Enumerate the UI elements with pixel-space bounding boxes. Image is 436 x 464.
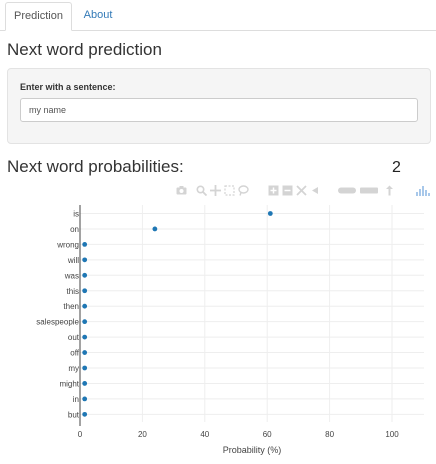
y-tick-label: is bbox=[73, 210, 79, 219]
data-point[interactable] bbox=[82, 319, 88, 325]
y-tick-label: salespeople bbox=[36, 318, 79, 327]
y-tick-label: might bbox=[59, 379, 79, 388]
box-select-icon[interactable] bbox=[224, 185, 235, 196]
zoom-out-icon[interactable] bbox=[282, 185, 293, 196]
x-axis-title: Probability (%) bbox=[223, 445, 282, 455]
data-point[interactable] bbox=[82, 381, 88, 386]
data-point[interactable] bbox=[267, 211, 273, 216]
pan-icon[interactable] bbox=[210, 185, 221, 196]
camera-icon[interactable] bbox=[176, 185, 187, 196]
page-title: Next word prediction bbox=[7, 40, 162, 59]
autoscale-icon[interactable] bbox=[296, 185, 307, 196]
data-point[interactable] bbox=[82, 365, 88, 371]
y-tick-label: my bbox=[68, 364, 79, 373]
y-tick-label: off bbox=[70, 349, 80, 358]
chart-points bbox=[82, 211, 273, 417]
data-point[interactable] bbox=[82, 396, 88, 402]
hover-compare-icon[interactable] bbox=[384, 185, 395, 196]
tab-bar: Prediction About bbox=[0, 0, 436, 31]
spike-lines-icon[interactable] bbox=[338, 185, 356, 196]
input-panel: Enter with a sentence: bbox=[7, 68, 431, 144]
x-tick-label: 80 bbox=[325, 430, 334, 439]
y-tick-label: then bbox=[63, 302, 79, 311]
hover-closest-icon[interactable] bbox=[360, 185, 378, 196]
annotation-marker-2: 2 bbox=[392, 159, 401, 176]
chart-section-title: Next word probabilities: bbox=[7, 157, 184, 176]
data-point[interactable] bbox=[82, 303, 88, 309]
x-tick-label: 20 bbox=[138, 430, 147, 439]
data-point[interactable] bbox=[82, 350, 88, 355]
chart-grid bbox=[80, 205, 424, 422]
tab-prediction[interactable]: Prediction bbox=[5, 2, 72, 31]
y-tick-label: will bbox=[67, 256, 79, 265]
y-tick-label: was bbox=[64, 271, 79, 280]
data-point[interactable] bbox=[82, 411, 88, 417]
y-tick-label: out bbox=[68, 333, 80, 342]
data-point[interactable] bbox=[82, 242, 88, 247]
data-point[interactable] bbox=[82, 288, 88, 294]
y-tick-label: this bbox=[67, 287, 79, 296]
zoom-icon[interactable] bbox=[196, 185, 207, 196]
y-tick-label: in bbox=[73, 395, 79, 404]
data-point[interactable] bbox=[82, 272, 88, 278]
y-tick-label: on bbox=[70, 225, 79, 234]
sentence-input-label: Enter with a sentence: bbox=[20, 82, 116, 92]
x-tick-label: 40 bbox=[200, 430, 209, 439]
y-tick-label: but bbox=[68, 410, 80, 419]
reset-axes-icon[interactable] bbox=[310, 185, 321, 196]
lasso-icon[interactable] bbox=[238, 185, 249, 196]
data-point[interactable] bbox=[152, 226, 158, 232]
zoom-in-icon[interactable] bbox=[268, 185, 279, 196]
data-point[interactable] bbox=[82, 334, 88, 340]
x-tick-label: 0 bbox=[78, 430, 83, 439]
tab-about[interactable]: About bbox=[83, 9, 113, 21]
plot-modebar bbox=[172, 183, 434, 199]
sentence-input[interactable] bbox=[20, 98, 418, 122]
chart-axes: 0 20 40 60 80 100 is on wrong will was this then sale… bbox=[36, 205, 399, 439]
data-point[interactable] bbox=[82, 257, 88, 263]
x-tick-label: 60 bbox=[263, 430, 272, 439]
x-tick-label: 100 bbox=[385, 430, 399, 439]
plotly-logo-icon[interactable] bbox=[416, 185, 430, 196]
y-tick-label: wrong bbox=[56, 240, 79, 249]
